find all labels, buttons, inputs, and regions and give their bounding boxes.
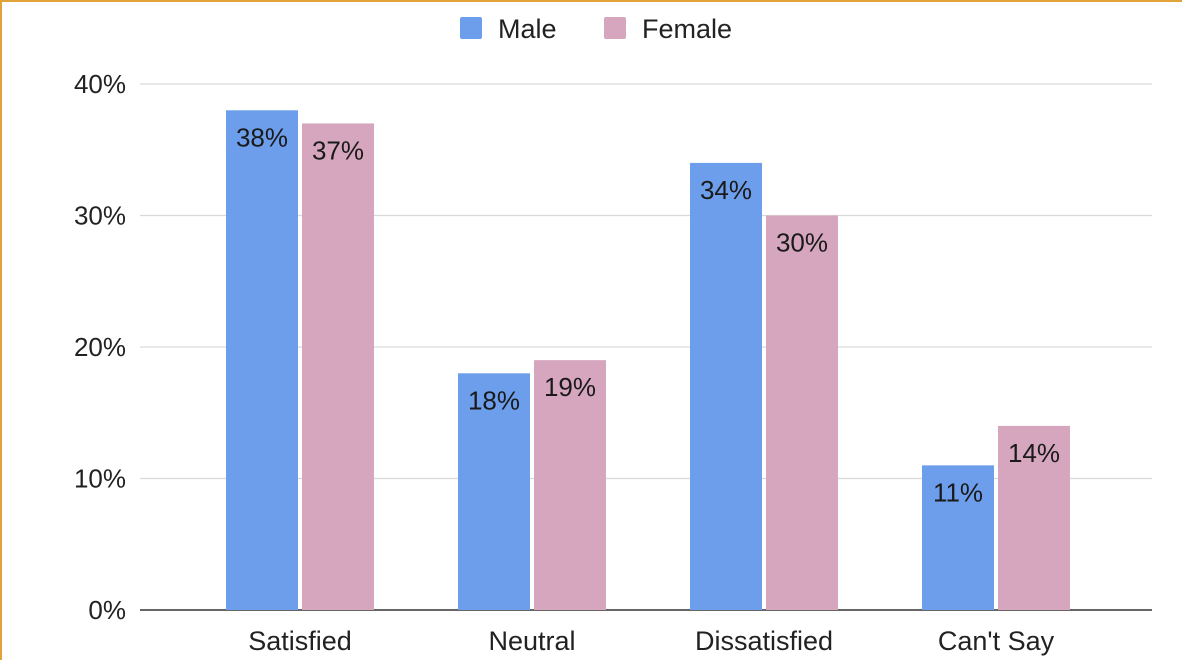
bar-male-neutral[interactable]	[458, 373, 530, 610]
legend-label-male: Male	[498, 14, 557, 44]
bars	[226, 110, 1070, 611]
legend-swatch-female	[604, 17, 626, 39]
data-label-female-satisfied: 37%	[312, 135, 364, 165]
bar-female-satisfied[interactable]	[302, 123, 374, 610]
data-label-female-dissatisfied: 30%	[776, 228, 828, 258]
bar-female-can-t-say[interactable]	[998, 425, 1070, 610]
x-tick-label-dissatisfied: Dissatisfied	[695, 626, 833, 656]
y-tick-label-20: 20%	[74, 332, 126, 362]
data-label-female-can-t-say: 14%	[1008, 438, 1060, 468]
bar-male-dissatisfied[interactable]	[690, 162, 762, 610]
x-axis-categories: Satisfied Neutral Dissatisfied Can't Say	[248, 626, 1054, 656]
bar-female-neutral[interactable]	[534, 360, 606, 610]
legend-label-female: Female	[642, 14, 732, 44]
bar-female-dissatisfied[interactable]	[766, 215, 838, 611]
x-tick-label-can-t-say: Can't Say	[938, 626, 1055, 656]
data-label-male-satisfied: 38%	[236, 122, 288, 152]
y-axis-ticks: 0% 10% 20% 30% 40%	[74, 69, 126, 625]
y-tick-label-30: 30%	[74, 201, 126, 231]
data-label-female-neutral: 19%	[544, 372, 596, 402]
data-label-male-neutral: 18%	[468, 385, 520, 415]
legend-item-male[interactable]: Male	[460, 14, 557, 44]
y-tick-label-0: 0%	[88, 595, 126, 625]
x-tick-label-satisfied: Satisfied	[248, 626, 352, 656]
legend[interactable]: Male Female	[460, 14, 732, 44]
legend-item-female[interactable]: Female	[604, 14, 732, 44]
data-label-male-can-t-say: 11%	[933, 477, 983, 507]
y-tick-label-10: 10%	[74, 464, 126, 494]
y-tick-label-40: 40%	[74, 69, 126, 99]
bar-male-satisfied[interactable]	[226, 110, 298, 611]
data-label-male-dissatisfied: 34%	[700, 175, 752, 205]
bar-male-can-t-say[interactable]	[922, 465, 994, 610]
data-labels: 38% 37% 18% 19% 34% 30% 11% 14%	[236, 122, 1060, 507]
x-tick-label-neutral: Neutral	[488, 626, 575, 656]
legend-swatch-male	[460, 17, 482, 39]
